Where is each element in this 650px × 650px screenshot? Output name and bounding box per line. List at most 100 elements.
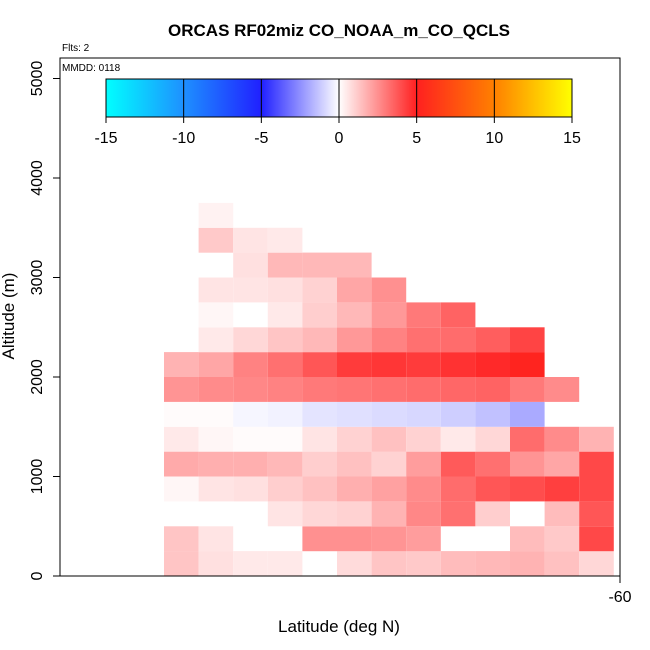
heatmap-cell <box>579 476 614 502</box>
heatmap-cell <box>302 426 337 452</box>
heatmap-cell <box>406 451 441 477</box>
heatmap-cell <box>510 352 545 377</box>
heatmap-cell <box>440 551 476 576</box>
heatmap-cell <box>302 451 337 477</box>
heatmap-cell <box>302 401 337 427</box>
heatmap-cell <box>337 302 372 328</box>
heatmap-cell <box>544 377 580 402</box>
heatmap-cell <box>475 501 510 527</box>
heatmap-cell <box>198 401 234 427</box>
heatmap-cell <box>510 476 545 502</box>
heatmap-cell <box>198 526 234 552</box>
colorbar: -15 -10 -5 0 5 10 15 <box>94 78 581 147</box>
heatmap-cell <box>371 501 407 527</box>
colorbar-tick-label: 0 <box>335 130 344 147</box>
heatmap-cell <box>198 476 234 502</box>
heatmap-cell <box>198 277 234 303</box>
heatmap-cell <box>198 551 234 576</box>
heatmap-cell <box>164 451 199 477</box>
heatmap-cell <box>475 476 510 502</box>
heatmap-cell <box>337 352 372 377</box>
heatmap-cell <box>267 327 303 353</box>
heatmap-cell <box>233 401 268 427</box>
heatmap-cell <box>440 476 476 502</box>
colorbar-tick-label: -10 <box>172 130 195 147</box>
heatmap-cell <box>164 401 199 427</box>
colorbar-tick-label: 10 <box>485 130 503 147</box>
heatmap-cell <box>544 526 580 552</box>
heatmap-cell <box>406 302 441 328</box>
heatmap-cell <box>579 426 614 452</box>
y-axis: 0 1000 2000 3000 4000 5000 <box>29 61 60 580</box>
heatmap-cell <box>371 401 407 427</box>
heatmap-cell <box>233 426 268 452</box>
heatmap-cell <box>440 352 476 377</box>
heatmap-cell <box>233 476 268 502</box>
heatmap-cell <box>579 451 614 477</box>
heatmap-cell <box>510 377 545 402</box>
heatmap-cell <box>302 476 337 502</box>
heatmap-cell <box>267 426 303 452</box>
heatmap-cell <box>371 426 407 452</box>
heatmap-cell <box>544 451 580 477</box>
heatmap-cell <box>579 501 614 527</box>
heatmap-cell <box>510 426 545 452</box>
heatmap-cell <box>164 551 199 576</box>
y-tick-label: 2000 <box>29 359 46 395</box>
flts-label: Flts: 2 <box>62 43 90 54</box>
heatmap-cell <box>475 377 510 402</box>
heatmap-cell <box>233 277 268 303</box>
heatmap-cell <box>475 451 510 477</box>
heatmap-cell <box>371 551 407 576</box>
heatmap-cell <box>440 377 476 402</box>
heatmap-cell <box>233 451 268 477</box>
heatmap-cell <box>406 327 441 353</box>
heatmap-cell <box>198 377 234 402</box>
heatmap-cell <box>579 551 614 576</box>
heatmap-cell <box>337 401 372 427</box>
heatmap-cell <box>164 426 199 452</box>
heatmap-cell <box>440 302 476 328</box>
mmdd-label: MMDD: 0118 <box>62 63 121 74</box>
heatmap-cell <box>302 252 337 278</box>
heatmap-cell <box>337 526 372 552</box>
heatmap-cell <box>371 451 407 477</box>
heatmap-cell <box>198 327 234 353</box>
heatmap-cell <box>544 501 580 527</box>
colorbar-tick-label: -5 <box>254 130 268 147</box>
heatmap-cell <box>475 426 510 452</box>
heatmap-cell <box>371 327 407 353</box>
heatmap-cell <box>510 327 545 353</box>
heatmap-cell <box>164 377 199 402</box>
y-axis-label: Altitude (m) <box>0 273 18 360</box>
colorbar-tick-label: 15 <box>563 130 581 147</box>
plot-area <box>164 202 614 576</box>
heatmap-cell <box>233 352 268 377</box>
heatmap-cell <box>302 526 337 552</box>
heatmap-cell <box>544 426 580 452</box>
heatmap-cell <box>510 526 545 552</box>
y-tick-label: 1000 <box>29 459 46 495</box>
heatmap-cell <box>406 352 441 377</box>
y-tick-label: 5000 <box>29 61 46 97</box>
heatmap-cell <box>337 551 372 576</box>
heatmap-cell <box>267 352 303 377</box>
heatmap-cell <box>198 227 234 253</box>
x-axis-label: Latitude (deg N) <box>278 617 400 636</box>
heatmap-cell <box>371 526 407 552</box>
heatmap-cell <box>371 277 407 303</box>
x-axis: -60 <box>608 576 632 606</box>
y-tick-label: 3000 <box>29 260 46 296</box>
heatmap-cell <box>475 352 510 377</box>
heatmap-cell <box>302 501 337 527</box>
heatmap-cell <box>337 451 372 477</box>
heatmap-cell <box>544 551 580 576</box>
heatmap-cell <box>371 352 407 377</box>
heatmap-cell <box>337 277 372 303</box>
heatmap-cell <box>406 526 441 552</box>
heatmap-cell <box>302 302 337 328</box>
heatmap-cell <box>233 327 268 353</box>
heatmap-cell <box>337 476 372 502</box>
heatmap-cell <box>475 551 510 576</box>
heatmap-cell <box>267 401 303 427</box>
